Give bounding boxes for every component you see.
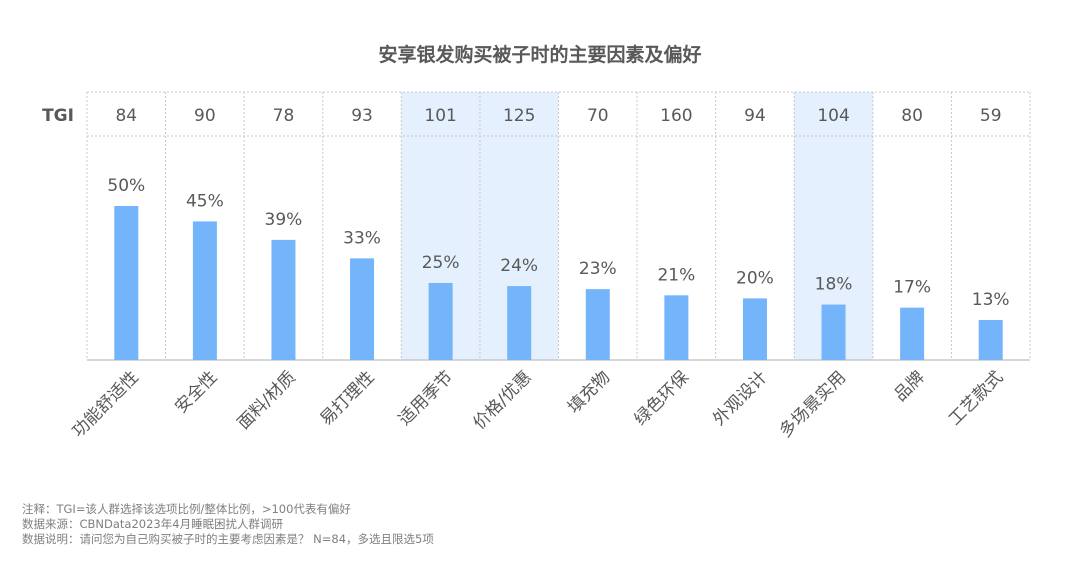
tgi-value: 90 [194, 106, 216, 126]
x-tick-label: 工艺款式 [945, 367, 1007, 429]
tgi-value: 84 [115, 106, 137, 126]
x-tick-label: 易打理性 [316, 367, 378, 429]
bar-value-label: 20% [736, 268, 774, 288]
x-tick-label: 价格/优惠 [469, 367, 535, 433]
tgi-value: 80 [901, 106, 923, 126]
bar [428, 283, 453, 360]
footnotes: 注释：TGI=该人群选择该选项比例/整体比例，>100代表有偏好 数据来源：CB… [22, 502, 434, 547]
bar [507, 286, 532, 360]
note-definition: 注释：TGI=该人群选择该选项比例/整体比例，>100代表有偏好 [22, 502, 351, 516]
tgi-row-label: TGI [42, 106, 74, 126]
bar-value-label: 45% [186, 191, 224, 211]
x-tick-label: 绿色环保 [631, 367, 693, 429]
bar [585, 289, 610, 360]
x-tick-label: 安全性 [171, 367, 221, 417]
note-source: 数据来源：CBNData2023年4月睡眠困扰人群调研 [22, 517, 284, 531]
tgi-value: 160 [660, 106, 692, 126]
bar [271, 239, 296, 360]
bar-value-label: 33% [343, 228, 381, 248]
x-tick-label: 适用季节 [395, 367, 457, 429]
bar-value-label: 18% [815, 275, 853, 295]
tgi-value: 78 [273, 106, 295, 126]
x-tick-label: 功能舒适性 [69, 367, 143, 441]
x-tick-label: 面料/材质 [234, 367, 300, 433]
bar-value-label: 21% [657, 265, 695, 285]
tgi-value: 125 [503, 106, 535, 126]
bar-chart: TGI 84 50% 功能舒适性 90 45% 安全性 78 39% 面料/材质 93 33% 易打理性… [42, 91, 1031, 442]
tgi-value: 59 [980, 106, 1002, 126]
x-tick-label: 多场景实用 [776, 367, 850, 441]
chart-title: 安享银发购买被子时的主要因素及偏好 [378, 44, 702, 66]
bar-value-label: 13% [972, 290, 1010, 310]
bar-value-label: 50% [107, 176, 145, 196]
bar [350, 258, 375, 360]
bar-value-label: 17% [893, 278, 931, 298]
tgi-value: 101 [424, 106, 456, 126]
bar-value-label: 25% [422, 253, 460, 273]
tgi-value: 93 [351, 106, 373, 126]
bar-value-label: 24% [500, 256, 538, 276]
note-description: 数据说明：请问您为自己购买被子时的主要考虑因素是？ N=84，多选且限选5项 [22, 532, 434, 546]
bar [821, 304, 846, 360]
tgi-value: 70 [587, 106, 609, 126]
tgi-value: 94 [744, 106, 766, 126]
bar-value-label: 23% [579, 259, 617, 279]
x-tick-label: 外观设计 [709, 367, 771, 429]
tgi-value: 104 [817, 106, 849, 126]
x-tick-label: 品牌 [890, 367, 928, 405]
bar [114, 206, 139, 360]
x-tick-label: 填充物 [564, 367, 614, 417]
bar [742, 298, 767, 360]
bar [900, 307, 925, 360]
bar-value-label: 39% [265, 210, 303, 230]
bar [192, 221, 217, 360]
bar [664, 295, 689, 360]
bar [978, 319, 1003, 360]
